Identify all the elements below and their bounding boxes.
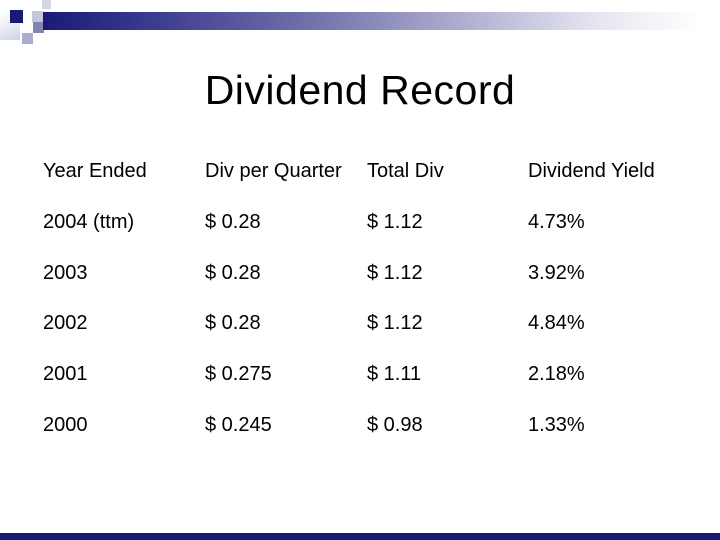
table-cell-total: $ 0.98 — [367, 413, 423, 436]
column-header-year-ended: Year Ended — [43, 160, 147, 182]
dividend-table: Year Ended Div per Quarter Total Div Div… — [43, 158, 693, 463]
decor-square-navy — [10, 10, 23, 23]
table-cell-div-qtr: $ 0.245 — [205, 413, 272, 436]
table-cell-yield: 1.33% — [528, 413, 585, 436]
table-cell-yield: 3.92% — [528, 261, 585, 284]
column-header-dividend-yield: Dividend Yield — [528, 160, 655, 182]
table-cell-div-qtr: $ 0.275 — [205, 363, 272, 386]
column-header-div-per-quarter: Div per Quarter — [205, 160, 342, 182]
table-cell-year: 2001 — [43, 363, 88, 386]
table-cell-yield: 4.73% — [528, 210, 585, 233]
table-cell-total: $ 1.12 — [367, 261, 423, 284]
table-cell-div-qtr: $ 0.28 — [205, 210, 261, 233]
table-cell-year: 2003 — [43, 261, 88, 284]
decor-square-lavender — [22, 33, 33, 44]
decor-square-top — [42, 0, 51, 9]
bottom-bar — [0, 533, 720, 540]
decor-square-light — [32, 11, 43, 22]
table-cell-div-qtr: $ 0.28 — [205, 261, 261, 284]
table-cell-total: $ 1.11 — [367, 363, 422, 386]
table-cell-yield: 2.18% — [528, 363, 585, 386]
decor-square-medium — [33, 22, 44, 33]
slide-title: Dividend Record — [204, 67, 516, 113]
table-cell-total: $ 1.12 — [367, 312, 423, 335]
table-cell-total: $ 1.12 — [367, 210, 423, 233]
table-cell-div-qtr: $ 0.28 — [205, 312, 261, 335]
table-cell-yield: 4.84% — [528, 312, 585, 335]
column-header-total-div: Total Div — [367, 160, 444, 182]
table-cell-year: 2000 — [43, 413, 88, 436]
table-cell-year: 2004 (ttm) — [43, 210, 135, 233]
table-cell-year: 2002 — [43, 312, 88, 335]
top-gradient-bar — [43, 12, 720, 30]
